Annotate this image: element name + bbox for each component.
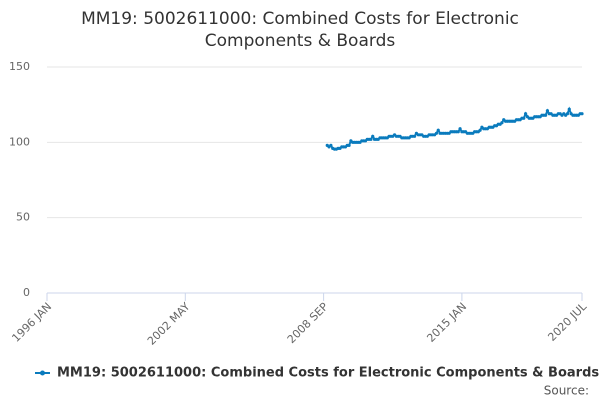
x-tick-label: 1996 JAN [9,300,54,345]
x-tick-label: 2008 SEP [285,300,331,346]
legend-label: MM19: 5002611000: Combined Costs for Ele… [57,366,599,381]
point [565,112,570,116]
y-tick-label: 50 [16,211,30,224]
point [522,116,526,120]
point [580,112,584,116]
y-tick-label: 0 [23,286,30,299]
point [347,143,351,147]
x-tick-label: 2020 JUL [545,299,589,343]
point [567,107,571,111]
y-tick-label: 100 [9,135,30,148]
point [434,131,439,135]
legend-marker [40,370,45,376]
point [371,134,375,138]
point [478,128,482,132]
point [523,112,528,116]
point [544,113,548,117]
y-tick-label: 150 [9,60,30,73]
point [436,128,440,132]
point [412,134,417,138]
point [500,121,504,125]
chart-title: MM19: 5002611000: Combined Costs for Ele… [81,9,519,51]
point [456,130,460,134]
point [369,137,373,141]
source: Source: [544,384,589,398]
point [458,127,462,131]
x-tick-label: 2002 MAY [145,300,193,348]
point [545,109,550,113]
x-tick-label: 2015 JAN [424,300,469,345]
point [329,143,333,147]
